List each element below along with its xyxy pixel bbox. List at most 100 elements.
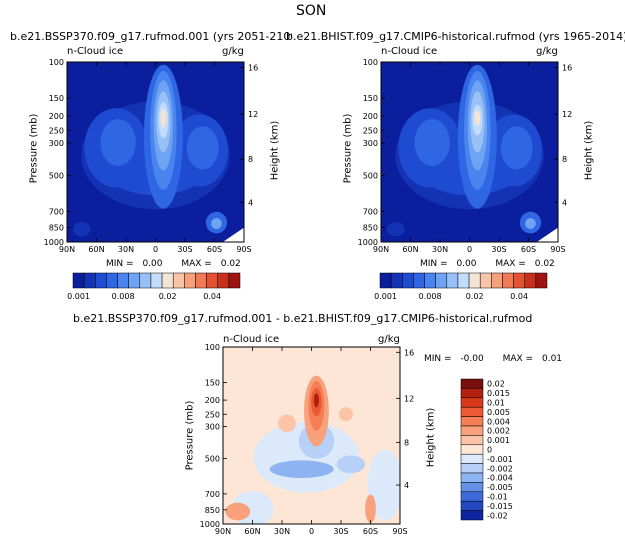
- y-tick-label: 200: [363, 112, 378, 121]
- min-value: -0.00: [460, 354, 484, 364]
- y-tick-label: 150: [363, 94, 378, 103]
- page-title: SON: [296, 3, 327, 19]
- x-tick-label: 60S: [363, 527, 378, 536]
- colorbar-swatch: [460, 491, 484, 502]
- colorbar-label: 0.005: [487, 408, 510, 417]
- lowlevel-patch-north: [72, 222, 91, 237]
- y-tick-label: 850: [363, 224, 378, 233]
- colorbar-label: -0.004: [487, 474, 513, 483]
- x-tick-label: 30S: [177, 245, 192, 254]
- positive-patch-south: [338, 407, 353, 422]
- x-tick-label: 90S: [392, 527, 407, 536]
- positive-column-core: [313, 393, 320, 408]
- surface-mask: [222, 227, 244, 242]
- colorbar-swatch: [460, 388, 484, 399]
- max-value: 0.02: [534, 259, 555, 269]
- negative-region-3: [269, 460, 334, 479]
- y-right-tick-label: 4: [248, 198, 253, 207]
- y-right-tick-label: 4: [404, 481, 409, 490]
- y-tick-label: 300: [49, 139, 64, 148]
- max-label: MAX =: [181, 259, 212, 269]
- panel-title-bottom: b.e21.BSSP370.f09_g17.rufmod.001 - b.e21…: [73, 312, 533, 325]
- y-tick-label: 150: [49, 94, 64, 103]
- min-max-top-right: MIN = 0.00 MAX = 0.02: [420, 259, 555, 269]
- y-tick-label: 1000: [44, 238, 64, 247]
- colorbar-label: -0.015: [487, 502, 513, 511]
- y-tick-label: 250: [363, 126, 378, 135]
- min-max-bottom: MIN = -0.00 MAX = 0.01: [424, 354, 562, 364]
- units-label-bottom: g/kg: [378, 334, 400, 345]
- colorbar-label: 0.001: [67, 292, 90, 301]
- lowlevel-positive-north: [225, 502, 251, 521]
- colorbar-label: -0.002: [487, 464, 513, 473]
- y-right-tick-label: 12: [404, 394, 414, 403]
- min-max-top-left: MIN = 0.00 MAX = 0.02: [106, 259, 241, 269]
- contour-level-3: [414, 119, 450, 166]
- y-right-tick-label: 12: [562, 110, 572, 119]
- x-tick-label: 0: [467, 245, 472, 254]
- y-tick-label: 100: [49, 58, 64, 67]
- y-tick-label: 500: [49, 171, 64, 180]
- y-tick-label: 100: [205, 343, 220, 352]
- panel-title-top-right: b.e21.BHIST.f09_g17.CMIP6-historical.ruf…: [286, 30, 625, 43]
- max-label: MAX =: [495, 259, 526, 269]
- colorbar-swatch: [460, 500, 484, 511]
- panel-title-top-left: b.e21.BSSP370.f09_g17.rufmod.001 (yrs 20…: [10, 30, 292, 43]
- min-label: MIN =: [420, 259, 448, 269]
- colorbar-label: -0.005: [487, 483, 513, 492]
- column-peak: [474, 110, 481, 126]
- y-tick-label: 850: [49, 224, 64, 233]
- min-value: 0.00: [142, 259, 163, 269]
- y-tick-label: 1000: [200, 520, 220, 529]
- y-tick-label: 250: [205, 410, 220, 419]
- colorbar-swatch: [460, 416, 484, 427]
- y-tick-label: 700: [363, 207, 378, 216]
- contour-level-3: [500, 126, 533, 170]
- panel-subtitle-bottom: n-Cloud ice: [223, 334, 280, 345]
- panel-subtitle-top-right: n-Cloud ice: [381, 46, 438, 57]
- x-tick-label: 30N: [118, 245, 134, 254]
- y-tick-label: 300: [363, 139, 378, 148]
- y-tick-label: 700: [49, 207, 64, 216]
- lowlevel-patch-south-core: [211, 218, 222, 229]
- x-tick-label: 60S: [207, 245, 222, 254]
- colorbar-swatch: [460, 444, 484, 455]
- colorbar-swatch: [460, 463, 484, 474]
- x-tick-label: 60N: [402, 245, 418, 254]
- x-tick-label: 30S: [333, 527, 348, 536]
- x-tick-label: 90N: [59, 245, 75, 254]
- positive-patch-north: [278, 414, 296, 433]
- negative-region-south: [367, 449, 400, 521]
- min-value: 0.00: [456, 259, 477, 269]
- lowlevel-patch-north: [386, 222, 405, 237]
- colorbar-swatch: [460, 406, 484, 417]
- colorbar-swatch: [460, 510, 484, 521]
- y-right-tick-label: 8: [404, 439, 409, 448]
- colorbar-swatch: [460, 453, 484, 464]
- x-tick-label: 0: [153, 245, 158, 254]
- heatmap-field: [381, 62, 558, 242]
- colorbar-label: -0.02: [487, 511, 508, 520]
- lowlevel-patch-south-core: [525, 218, 536, 229]
- y-right-tick-label: 4: [562, 198, 567, 207]
- y-right-tick-label: 16: [248, 63, 258, 72]
- x-tick-label: 30N: [274, 527, 290, 536]
- min-label: MIN =: [424, 354, 452, 364]
- x-tick-label: 60N: [244, 527, 260, 536]
- colorbar-label: -0.01: [487, 493, 508, 502]
- x-tick-label: 90N: [215, 527, 231, 536]
- colorbar-label: -0.001: [487, 455, 513, 464]
- colorbar-label: 0.002: [487, 427, 510, 436]
- colorbar-label: 0.04: [510, 292, 528, 301]
- units-label-top-left: g/kg: [222, 46, 244, 57]
- colorbar-label: 0.008: [419, 292, 442, 301]
- colorbar-swatch: [460, 378, 484, 389]
- y-right-tick-label: 12: [248, 110, 258, 119]
- contour-level-3: [186, 126, 219, 170]
- y-tick-label: 850: [205, 506, 220, 515]
- y-tick-label: 500: [363, 171, 378, 180]
- colorbar-label: 0.004: [487, 417, 510, 426]
